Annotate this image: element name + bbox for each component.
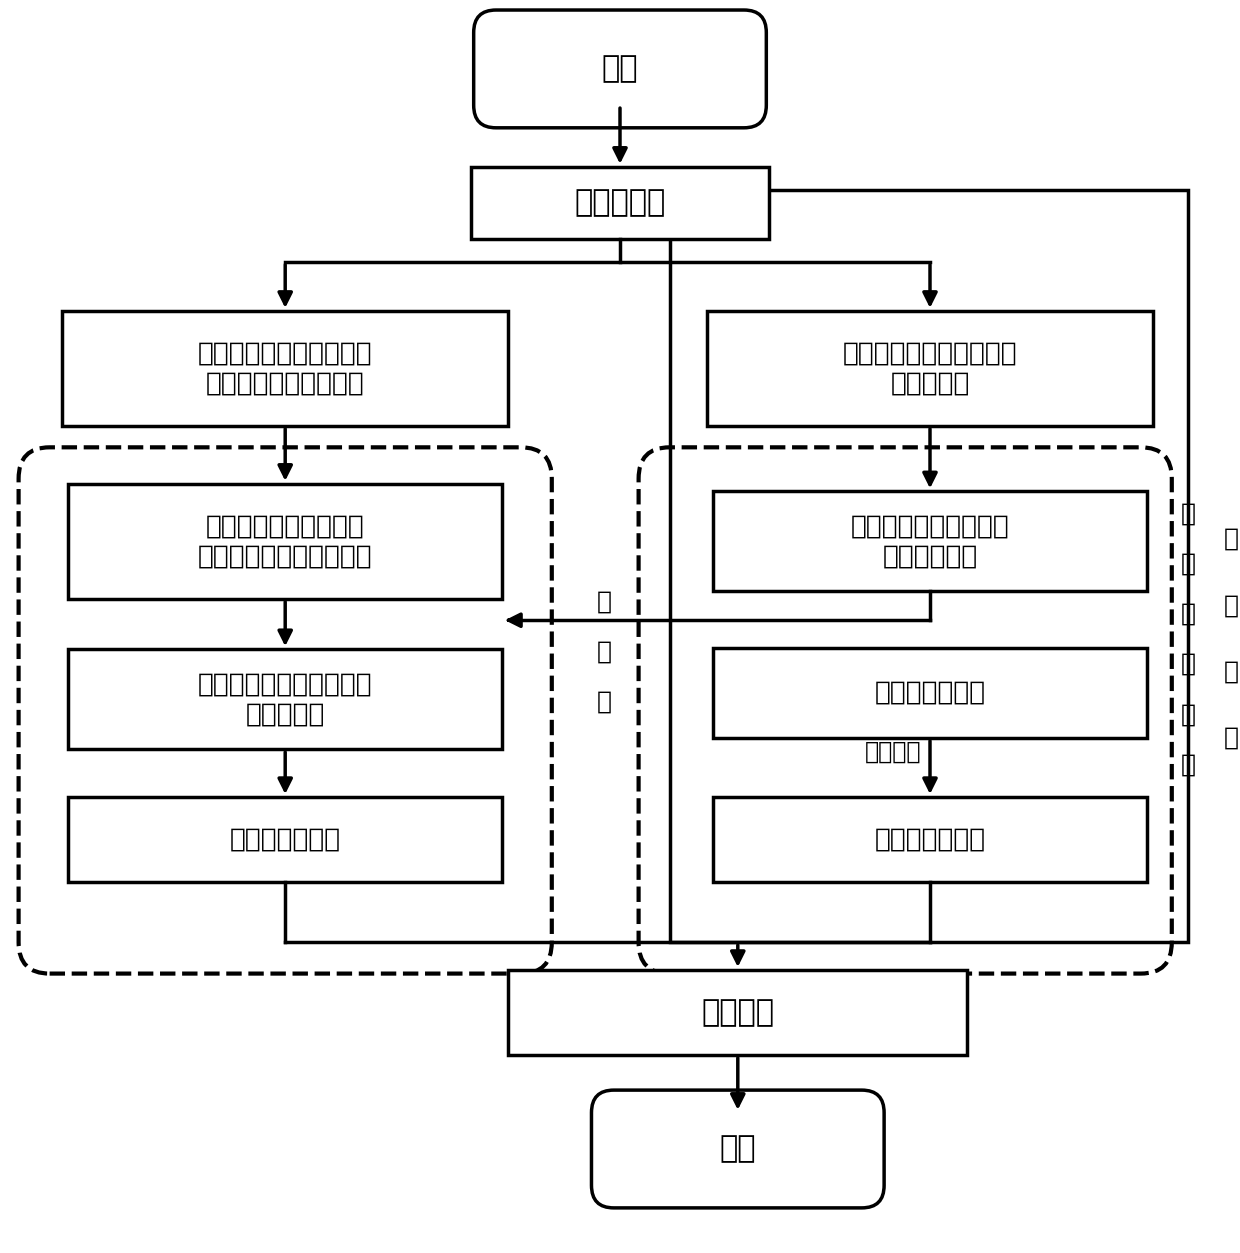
- Bar: [670, 190, 1188, 942]
- Bar: [68, 484, 502, 599]
- Text: 预制加工隧道管体、锚
索，车辆简化模型及安装: 预制加工隧道管体、锚 索，车辆简化模型及安装: [198, 514, 372, 569]
- Bar: [471, 167, 769, 239]
- Text: 数: 数: [596, 639, 611, 664]
- FancyBboxPatch shape: [591, 1090, 884, 1208]
- Text: 数据存储与转换: 数据存储与转换: [874, 827, 986, 852]
- Bar: [713, 491, 1147, 591]
- Text: 数据呈现: 数据呈现: [702, 997, 774, 1027]
- Text: 反: 反: [1180, 702, 1195, 727]
- Text: 据: 据: [1180, 652, 1195, 677]
- Text: 数值子结构：安装在锚索
上的减振器: 数值子结构：安装在锚索 上的减振器: [843, 341, 1017, 396]
- Text: 采用作动器对减振器所在
处进行加载: 采用作动器对减振器所在 处进行加载: [198, 672, 372, 727]
- Bar: [68, 797, 502, 882]
- Bar: [68, 649, 502, 749]
- Text: 结束: 结束: [719, 1134, 756, 1164]
- Text: 移: 移: [1180, 551, 1195, 576]
- Text: 有限元建模：根据各减
振器参数建模: 有限元建模：根据各减 振器参数建模: [851, 514, 1009, 569]
- Text: 荷载施加与求解: 荷载施加与求解: [874, 680, 986, 705]
- Text: 更: 更: [1224, 659, 1239, 684]
- FancyBboxPatch shape: [474, 10, 766, 128]
- Bar: [62, 311, 508, 426]
- Bar: [508, 970, 967, 1055]
- Text: 数据存储与转换: 数据存储与转换: [229, 827, 341, 852]
- Text: 型: 型: [1224, 593, 1239, 618]
- Text: 位: 位: [1180, 501, 1195, 526]
- Bar: [713, 797, 1147, 882]
- Text: 馈: 馈: [1180, 752, 1195, 777]
- Text: 物理子结构：悬浮隧道管
体、锚索、车辆及流体: 物理子结构：悬浮隧道管 体、锚索、车辆及流体: [198, 341, 372, 396]
- Text: 力: 力: [596, 589, 611, 614]
- Bar: [707, 311, 1153, 426]
- Text: 开始: 开始: [601, 54, 639, 84]
- Text: 数: 数: [1180, 601, 1195, 626]
- Text: 模: 模: [1224, 526, 1239, 551]
- Bar: [713, 648, 1147, 738]
- Text: 划分子结构: 划分子结构: [574, 188, 666, 218]
- Text: 据: 据: [596, 689, 611, 714]
- Text: 力、位移: 力、位移: [864, 739, 921, 764]
- Text: 新: 新: [1224, 725, 1239, 751]
